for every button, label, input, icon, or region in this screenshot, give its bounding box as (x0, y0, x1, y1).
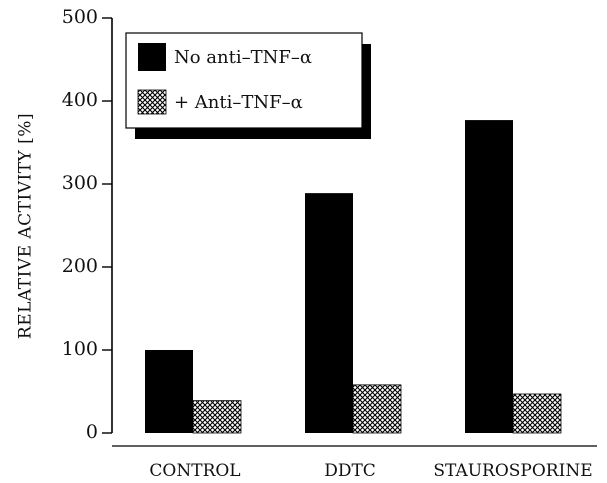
bar-control-series-1 (145, 350, 193, 433)
y-axis-label: RELATIVE ACTIVITY [%] (16, 113, 36, 339)
category-labels: CONTROL DDTC STAUROSPORINE (149, 461, 592, 481)
legend-swatch-anti-tnf (137, 89, 167, 115)
y-tick-label: 400 (62, 89, 98, 111)
legend: No anti–TNF–α + Anti–TNF–α (125, 32, 371, 139)
bar-staurosporine-series-1 (465, 120, 513, 433)
legend-label-no-anti-tnf: No anti–TNF–α (174, 47, 312, 68)
legend-swatch-no-anti-tnf (138, 43, 166, 71)
y-tick-label: 300 (62, 172, 98, 194)
category-label: STAUROSPORINE (433, 461, 592, 481)
bar-ddtc-series-1 (305, 193, 353, 433)
y-tick-label: 500 (62, 6, 98, 28)
y-ticks: 0 100 200 300 400 500 (62, 6, 112, 443)
category-label: CONTROL (149, 461, 240, 481)
y-tick-label: 0 (86, 421, 98, 443)
bars (145, 120, 562, 434)
bar-control-series-2 (192, 400, 242, 434)
legend-label-anti-tnf: + Anti–TNF–α (174, 92, 303, 113)
bar-staurosporine-series-2 (512, 393, 562, 434)
bar-ddtc-series-2 (352, 384, 402, 434)
y-tick-label: 200 (62, 255, 98, 277)
y-tick-label: 100 (62, 338, 98, 360)
category-label: DDTC (324, 461, 376, 481)
